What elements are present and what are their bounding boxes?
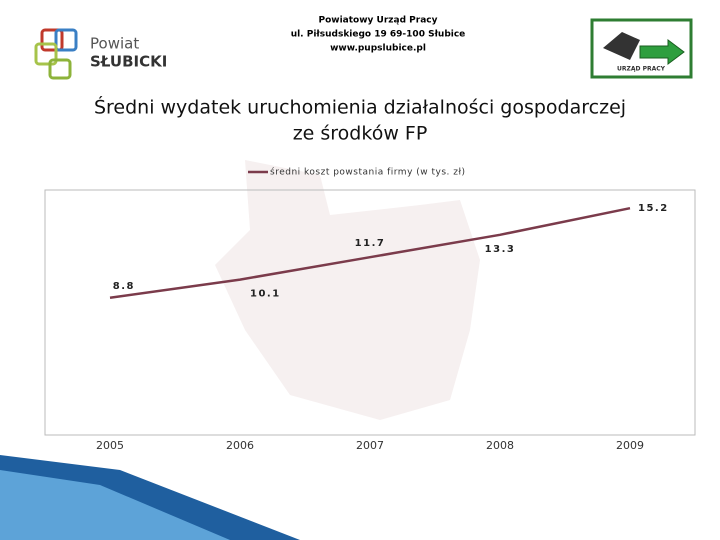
badge-icon bbox=[603, 32, 640, 60]
logo-text: SŁUBICKI bbox=[90, 53, 167, 71]
x-tick-label: 2006 bbox=[226, 439, 254, 452]
data-label: 10.1 bbox=[250, 289, 281, 300]
office-line: Powiatowy Urząd Pracy bbox=[319, 16, 438, 26]
map-background bbox=[215, 160, 480, 420]
logo-badge: URZĄD PRACY bbox=[590, 18, 693, 79]
data-label: 15.2 bbox=[638, 203, 669, 214]
badge-text: URZĄD PRACY bbox=[617, 66, 666, 73]
x-tick-label: 2008 bbox=[486, 439, 514, 452]
logo-square bbox=[54, 28, 78, 52]
chart-title: ze środków FP bbox=[293, 123, 428, 145]
logo-square bbox=[40, 28, 64, 52]
legend-label: średni koszt powstania firmy (w tys. zł) bbox=[270, 167, 466, 178]
logo-powiat: Powiat SŁUBICKI bbox=[34, 28, 167, 80]
office-line: www.pupslubice.pl bbox=[330, 44, 426, 54]
x-tick-label: 2007 bbox=[356, 439, 384, 452]
x-tick-label: 2009 bbox=[616, 439, 644, 452]
logo-square bbox=[34, 42, 58, 66]
office-line: ul. Piłsudskiego 19 69-100 Słubice bbox=[291, 30, 466, 40]
x-tick-label: 2005 bbox=[96, 439, 124, 452]
decoration bbox=[0, 470, 230, 540]
badge-arrow bbox=[639, 39, 685, 65]
data-label: 8.8 bbox=[113, 281, 135, 292]
chart-title: Średni wydatek uruchomienia działalności… bbox=[94, 95, 626, 119]
data-label: 11.7 bbox=[355, 238, 386, 249]
line bbox=[109, 206, 631, 300]
logo-text: Powiat bbox=[90, 35, 139, 53]
plot-frame bbox=[44, 189, 696, 436]
logo-square bbox=[48, 58, 72, 80]
data-label: 13.3 bbox=[485, 244, 516, 255]
